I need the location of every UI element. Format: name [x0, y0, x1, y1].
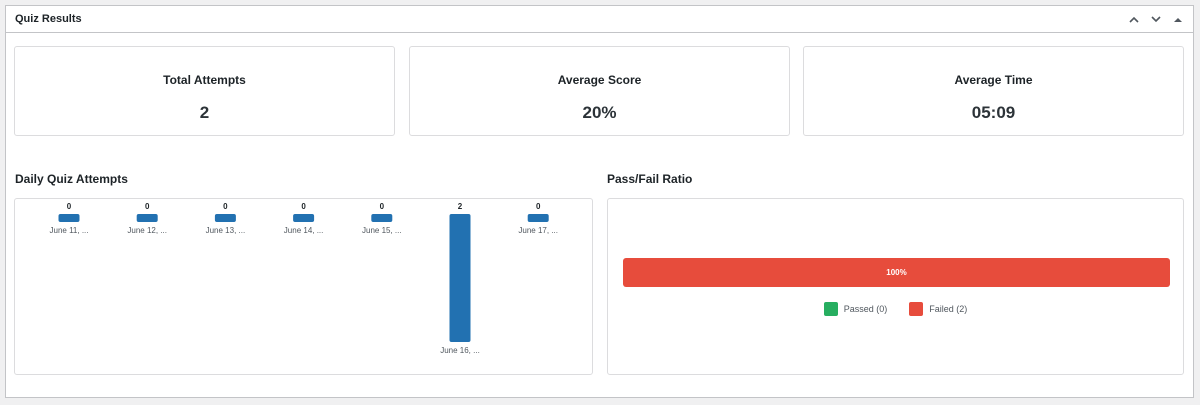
pass-fail-title: Pass/Fail Ratio — [607, 172, 693, 186]
legend-item-passed[interactable]: Passed (0) — [823, 302, 888, 316]
bar-value-label: 0 — [67, 202, 72, 211]
legend-label-failed: Failed (2) — [929, 304, 968, 314]
bar-category-label: June 17, ... — [518, 226, 558, 235]
bar-3 — [293, 214, 315, 222]
pass-fail-chart: 100% Passed (0) Failed (2) — [607, 198, 1184, 375]
move-up-button[interactable] — [1127, 13, 1141, 27]
bar-category-label: June 14, ... — [284, 226, 324, 235]
toggle-panel-button[interactable] — [1171, 13, 1185, 27]
stat-card-average-time: Average Time 05:09 — [803, 46, 1184, 136]
stat-label: Total Attempts — [163, 73, 246, 87]
stat-label: Average Time — [954, 73, 1033, 87]
stat-value: 20% — [582, 103, 617, 122]
stat-label: Average Score — [557, 73, 642, 87]
stat-value: 05:09 — [971, 103, 1016, 122]
stat-card-total-attempts: Total Attempts 2 — [14, 46, 395, 136]
bar-0 — [58, 214, 80, 222]
bar-value-label: 0 — [380, 202, 385, 211]
bar-1 — [136, 214, 158, 222]
bar-6 — [527, 214, 549, 222]
bar-value-label: 0 — [223, 202, 228, 211]
legend-item-failed[interactable]: Failed (2) — [909, 302, 967, 316]
bar-value-label: 2 — [458, 202, 463, 211]
bar-5 — [449, 214, 471, 342]
chevron-up-icon — [1129, 16, 1139, 23]
chevron-down-icon — [1151, 16, 1161, 23]
pass-fail-legend: Passed (0) Failed (2) — [608, 302, 1183, 316]
panel-controls — [1127, 6, 1185, 33]
bar-category-label: June 13, ... — [206, 226, 246, 235]
stat-card-average-score: Average Score 20% — [409, 46, 790, 136]
bar-category-label: June 12, ... — [127, 226, 167, 235]
panel-title: Quiz Results — [15, 13, 82, 25]
quiz-results-panel: Quiz Results Total Attempts 2 Average Sc… — [5, 5, 1194, 398]
legend-swatch-failed — [909, 302, 924, 316]
bar-2 — [214, 214, 236, 222]
bar-chart-svg: 0 June 11, ... 0 June 12, ... 0 June 13, ... 0… — [50, 202, 558, 355]
bar-value-label: 0 — [536, 202, 541, 211]
bar-value-label: 0 — [145, 202, 150, 211]
bar-value-label: 0 — [301, 202, 306, 211]
bar-category-label: June 11, ... — [50, 226, 89, 235]
daily-attempts-chart: 0 June 11, ... 0 June 12, ... 0 June 13, ... 0… — [14, 198, 593, 375]
bar-category-label: June 15, ... — [362, 226, 402, 235]
move-down-button[interactable] — [1149, 13, 1163, 27]
daily-attempts-title: Daily Quiz Attempts — [15, 172, 128, 186]
bar-category-label: June 16, ... — [440, 346, 480, 355]
panel-header: Quiz Results — [6, 6, 1193, 33]
caret-up-icon — [1174, 17, 1182, 22]
stat-value: 2 — [199, 103, 210, 122]
bar-4 — [371, 214, 393, 222]
failed-ratio-bar: 100% — [623, 258, 1170, 287]
legend-swatch-passed — [823, 302, 838, 316]
legend-label-passed: Passed (0) — [843, 304, 888, 314]
